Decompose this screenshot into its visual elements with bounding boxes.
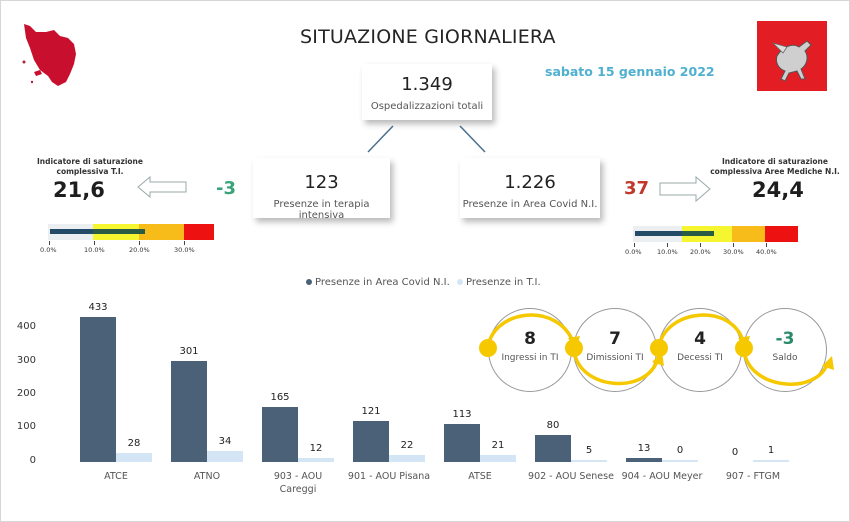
value-label-ti: 22 (400, 439, 414, 451)
ti-delta: -3 (216, 178, 236, 199)
value-label-covid: 433 (88, 302, 108, 313)
kpi-total-card: 1.349 Ospedalizzazioni totali (362, 64, 492, 120)
pegasus-flag-icon (757, 21, 827, 91)
ni-tick-30: 30.0% (723, 248, 744, 256)
arrow-right-icon (659, 175, 711, 203)
ti-tick-30: 30.0% (174, 246, 195, 254)
value-label-covid: 80 (546, 420, 560, 432)
bar-ti-6[interactable] (662, 460, 698, 462)
arrow-left-icon (137, 175, 187, 199)
value-label-covid: 121 (361, 406, 381, 418)
tuscany-map-icon (22, 24, 76, 86)
page-title: SITUAZIONE GIORNALIERA (300, 26, 556, 48)
value-label-ti: 28 (127, 437, 141, 449)
kpi-covid-ni-card: 1.226 Presenze in Area Covid N.I. (460, 158, 600, 218)
value-label-covid: 0 (731, 447, 739, 458)
bar-covid-5[interactable] (535, 435, 571, 462)
kpi-ti-card: 123 Presenze in terapia intensiva (253, 158, 390, 221)
bar-covid-2[interactable] (262, 406, 298, 462)
ni-tick-10: 10.0% (657, 248, 678, 256)
value-label-ti: 0 (676, 445, 684, 456)
chart-legend: Presenze in Area Covid N.I. Presenze in … (306, 277, 541, 288)
ni-tick-0: 0.0% (625, 248, 642, 256)
bar-covid-0[interactable] (80, 317, 116, 462)
bar-ti-2[interactable] (298, 457, 334, 462)
flow-arrows-icon (479, 313, 834, 386)
value-label-covid: 165 (270, 391, 290, 403)
kpi-covid-ni-value: 1.226 (504, 172, 556, 193)
legend-dot-covid-icon (306, 279, 312, 285)
ni-tick-20: 20.0% (690, 248, 711, 256)
legend-series2[interactable]: Presenze in T.I. (465, 277, 541, 288)
value-label-ti: 5 (585, 445, 593, 456)
ti-indicator-value: 21,6 (53, 178, 105, 202)
ni-delta: 37 (624, 178, 650, 199)
y-tick-300: 300 (16, 355, 36, 366)
ni-indicator-title: Indicatore di saturazione complessiva Ar… (710, 157, 840, 176)
y-tick-400: 400 (16, 321, 36, 332)
bar-ti-1[interactable] (207, 450, 243, 462)
value-label-covid: 113 (452, 409, 472, 421)
ti-saturation-gauge (48, 224, 214, 240)
x-label: ATSE (468, 471, 492, 482)
ni-indicator-value: 24,4 (752, 178, 804, 202)
value-label-ti: 12 (309, 442, 323, 454)
ni-saturation-gauge (633, 226, 798, 242)
ti-tick-10: 10.0% (84, 246, 105, 254)
report-date: sabato 15 gennaio 2022 (545, 64, 715, 79)
bar-covid-1[interactable] (171, 361, 207, 462)
x-label: ATNO (193, 471, 221, 482)
x-label: 902 - AOU Senese (528, 471, 614, 482)
connector-lines (367, 125, 486, 153)
bar-covid-6[interactable] (626, 457, 662, 462)
bar-ti-4[interactable] (480, 454, 516, 462)
kpi-total-label: Ospedalizzazioni totali (370, 101, 484, 112)
ti-indicator-title: Indicatore di saturazione complessiva T.… (37, 157, 143, 176)
bar-covid-3[interactable] (353, 421, 389, 462)
bar-ti-5[interactable] (571, 460, 607, 462)
bar-ti-7[interactable] (753, 460, 789, 462)
y-tick-200: 200 (16, 388, 36, 399)
ni-tick-40: 40.0% (756, 248, 777, 256)
value-label-covid: 13 (637, 442, 651, 454)
x-label: 903 - AOU Careggi (273, 471, 323, 495)
kpi-total-value: 1.349 (401, 74, 453, 95)
kpi-covid-ni-label: Presenze in Area Covid N.I. (462, 199, 598, 210)
legend-dot-ti-icon (456, 279, 463, 285)
y-tick-100: 100 (16, 421, 36, 432)
x-label: ATCE (104, 471, 128, 482)
kpi-ti-value: 123 (304, 172, 339, 193)
ti-tick-20: 20.0% (129, 246, 150, 254)
x-label: 901 - AOU Pisana (347, 471, 431, 482)
value-label-ti: 1 (767, 445, 775, 456)
x-label: 907 - FTGM (725, 471, 781, 482)
value-label-ti: 34 (218, 435, 232, 447)
bar-covid-4[interactable] (444, 424, 480, 462)
value-label-ti: 21 (491, 439, 505, 451)
bar-ti-3[interactable] (389, 454, 425, 462)
legend-series1[interactable]: Presenze in Area Covid N.I. (315, 277, 450, 288)
y-tick-0: 0 (29, 455, 36, 466)
kpi-ti-label: Presenze in terapia intensiva (273, 199, 370, 221)
x-label: 904 - AOU Meyer (621, 471, 703, 482)
bar-ti-0[interactable] (116, 452, 152, 462)
ti-tick-0: 0.0% (40, 246, 57, 254)
value-label-covid: 301 (179, 346, 199, 358)
